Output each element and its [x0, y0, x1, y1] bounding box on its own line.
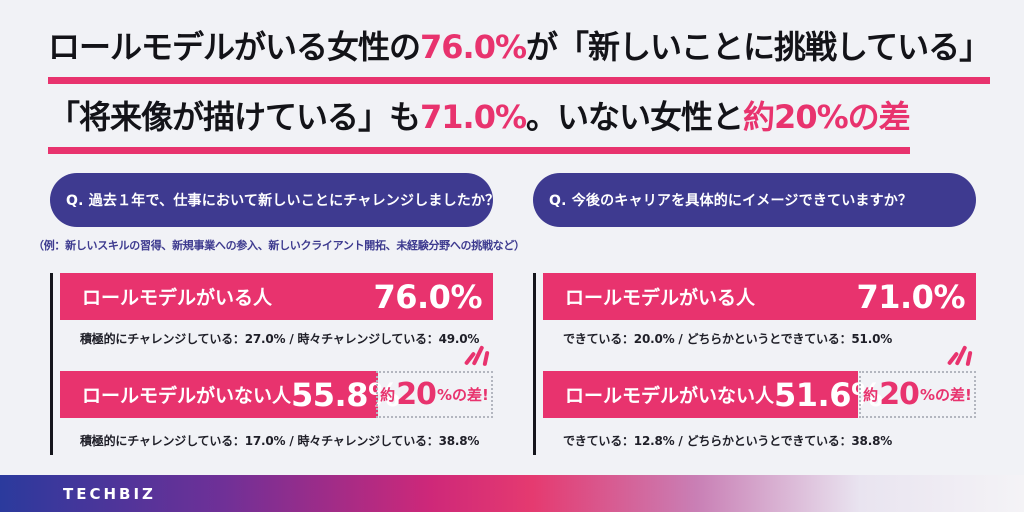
headline1-text-post: が「新しいことに挑戦している」 — [526, 28, 991, 66]
bar-breakdown-text: 積極的にチャレンジしている：27.0% / 時々チャレンジしている：49.0% — [80, 332, 480, 346]
emphasis-slashes-icon — [463, 345, 490, 367]
bar-with-role-model: ロールモデルがいる人 71.0% — [543, 273, 976, 320]
bar-value: 51.6% — [774, 375, 883, 414]
bar-label: ロールモデルがいない人 — [565, 385, 775, 407]
bar-breakdown-text: できている：12.8% / どちらかというとできている：38.8% — [563, 434, 893, 448]
headline2-text: 「将来像が描けている」も — [48, 98, 421, 136]
headline2-text-mid: 。いない女性と — [526, 98, 744, 136]
headline1-text: ロールモデルがいる女性の — [48, 28, 421, 66]
bars-group: ロールモデルがいる人 71.0% できている：20.0% / どちらかというとで… — [533, 273, 976, 455]
bar-without-role-model: ロールモデルがいない人 51.6% — [543, 371, 883, 418]
bar-label: ロールモデルがいる人 — [82, 287, 273, 309]
bar-with-role-model: ロールモデルがいる人 76.0% — [60, 273, 493, 320]
headline2-diff-highlight: 約20%の差 — [743, 98, 911, 136]
bar-label: ロールモデルがいない人 — [82, 385, 292, 407]
bars-group: ロールモデルがいる人 76.0% 積極的にチャレンジしている：27.0% / 時… — [50, 273, 493, 455]
bar-without-role-model: ロールモデルがいない人 55.8% — [60, 371, 400, 418]
bar-value: 76.0% — [373, 277, 482, 316]
diff-badge: 約 20 %の差! — [859, 345, 976, 418]
footer-brand-bar: TECHBIZ — [0, 475, 1024, 512]
diff-badge: 約 20 %の差! — [376, 345, 493, 418]
bar-label: ロールモデルがいる人 — [565, 287, 756, 309]
question-example-note: （例：新しいスキルの習得、新規事業への参入、新しいクライアント開拓、未経験分野へ… — [33, 239, 525, 252]
question-pill: Q. 今後のキャリアを具体的にイメージできていますか？ — [533, 173, 976, 227]
emphasis-slashes-icon — [946, 345, 973, 367]
question-pill: Q. 過去１年で、仕事において新しいことにチャレンジしましたか？ — [50, 173, 499, 227]
bar-value: 55.8% — [291, 375, 400, 414]
headline-line2: 「将来像が描けている」も71.0%。いない女性と約20%の差 — [48, 97, 990, 154]
bar-breakdown-text: 積極的にチャレンジしている：17.0% / 時々チャレンジしている：38.8% — [80, 434, 480, 448]
headline1-percent-highlight: 76.0% — [420, 28, 527, 66]
bar-value: 71.0% — [856, 277, 965, 316]
section-challenge: Q. 過去１年で、仕事において新しいことにチャレンジしましたか？ （例：新しいス… — [33, 173, 525, 455]
section-career-image: Q. 今後のキャリアを具体的にイメージできていますか？ ロールモデルがいる人 7… — [533, 173, 976, 455]
headline-line1: ロールモデルがいる女性の76.0%が「新しいことに挑戦している」 — [48, 27, 991, 84]
bar-breakdown-text: できている：20.0% / どちらかというとできている：51.0% — [563, 332, 893, 346]
headline: ロールモデルがいる女性の76.0%が「新しいことに挑戦している」 「将来像が描け… — [48, 27, 991, 154]
headline2-percent-highlight: 71.0% — [420, 98, 527, 136]
techbiz-logo: TECHBIZ — [63, 484, 156, 503]
